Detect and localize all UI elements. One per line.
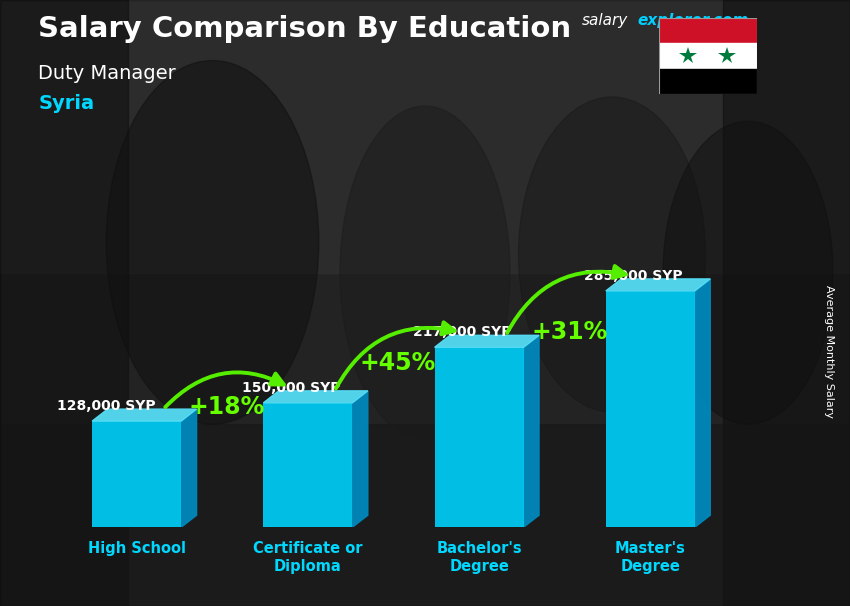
- Polygon shape: [606, 279, 711, 291]
- Text: 285,000 SYP: 285,000 SYP: [584, 269, 683, 283]
- Bar: [0, 0, 128, 606]
- Ellipse shape: [663, 121, 833, 424]
- Bar: [606, 291, 694, 527]
- Bar: [0, 424, 850, 606]
- Polygon shape: [353, 391, 368, 527]
- Text: 128,000 SYP: 128,000 SYP: [57, 399, 156, 413]
- Text: +31%: +31%: [531, 320, 607, 344]
- Text: Syria: Syria: [38, 94, 94, 113]
- Ellipse shape: [518, 97, 706, 412]
- Text: salary: salary: [582, 13, 628, 28]
- Polygon shape: [181, 409, 196, 527]
- Ellipse shape: [106, 61, 319, 424]
- Bar: [92, 421, 181, 527]
- Text: Average Monthly Salary: Average Monthly Salary: [824, 285, 834, 418]
- Text: +45%: +45%: [360, 351, 436, 375]
- Polygon shape: [92, 409, 196, 421]
- Text: Salary Comparison By Education: Salary Comparison By Education: [38, 15, 571, 43]
- Bar: [659, 18, 756, 44]
- Text: 150,000 SYP: 150,000 SYP: [241, 381, 340, 395]
- Text: Duty Manager: Duty Manager: [38, 64, 176, 82]
- Bar: [722, 0, 850, 606]
- Polygon shape: [264, 391, 368, 403]
- Bar: [659, 44, 756, 68]
- Polygon shape: [524, 335, 539, 527]
- Bar: [659, 68, 756, 94]
- Polygon shape: [694, 279, 711, 527]
- Bar: [0, 0, 850, 273]
- Text: +18%: +18%: [189, 396, 265, 419]
- Bar: [434, 347, 524, 527]
- Text: explorer.com: explorer.com: [638, 13, 749, 28]
- Ellipse shape: [340, 106, 510, 439]
- Bar: [264, 403, 353, 527]
- Polygon shape: [434, 335, 539, 347]
- Text: 217,000 SYP: 217,000 SYP: [413, 325, 511, 339]
